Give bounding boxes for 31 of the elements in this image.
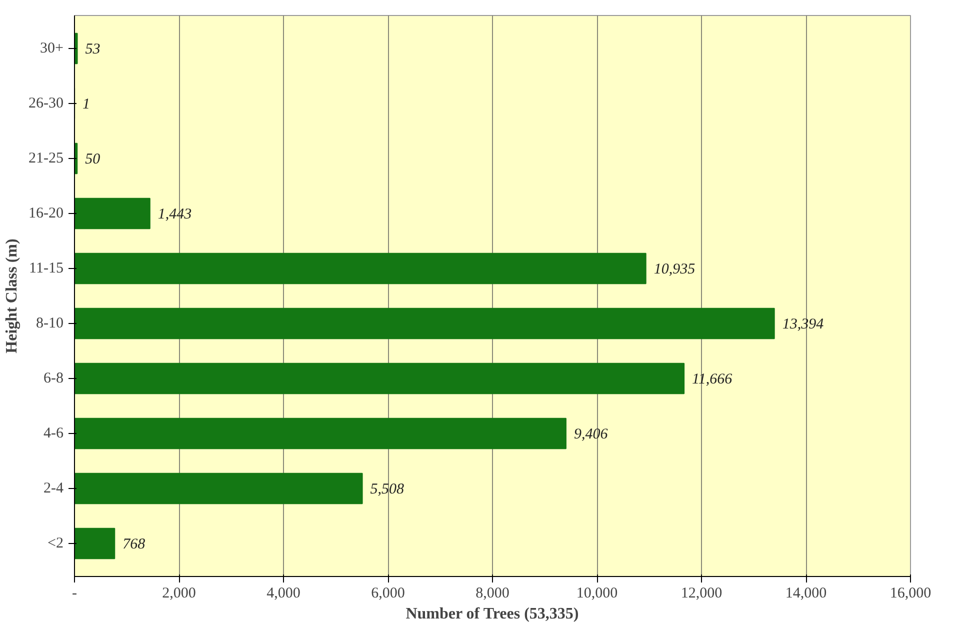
- data-label: 1: [82, 96, 90, 112]
- y-tick-label: 11-15: [29, 260, 64, 276]
- y-tick-label: 6-8: [44, 370, 64, 386]
- data-label: 768: [122, 536, 146, 552]
- x-axis-title: Number of Trees (53,335): [406, 606, 579, 622]
- data-label: 53: [85, 42, 100, 58]
- y-tick-label: 2-4: [44, 480, 64, 496]
- y-tick-label: 4-6: [44, 426, 64, 442]
- data-label: 1,443: [158, 206, 192, 222]
- x-tick-label: 12,000: [680, 586, 722, 602]
- x-tick-label: 16,000: [890, 586, 932, 602]
- y-tick-label: <2: [48, 536, 64, 552]
- x-tick-label: 6,000: [371, 586, 405, 602]
- x-tick-label: -: [72, 586, 77, 602]
- y-tick-label: 26-30: [28, 96, 64, 112]
- data-label: 10,935: [654, 262, 696, 278]
- data-label: 11,666: [692, 372, 733, 388]
- y-tick-label: 21-25: [28, 150, 64, 166]
- data-label: 9,406: [574, 426, 608, 442]
- data-label: 5,508: [370, 482, 405, 498]
- x-tick-label: 2,000: [162, 586, 196, 602]
- y-tick-label: 30+: [40, 40, 64, 56]
- data-label: 13,394: [782, 316, 824, 332]
- x-tick-label: 14,000: [785, 586, 827, 602]
- x-tick-label: 8,000: [476, 586, 510, 602]
- x-tick-label: 10,000: [576, 586, 618, 602]
- y-tick-label: 16-20: [28, 206, 64, 222]
- y-axis-title: Height Class (m): [4, 238, 21, 354]
- data-label: 50: [85, 152, 101, 168]
- x-tick-label: 4,000: [266, 586, 300, 602]
- y-tick-label: 8-10: [36, 316, 64, 332]
